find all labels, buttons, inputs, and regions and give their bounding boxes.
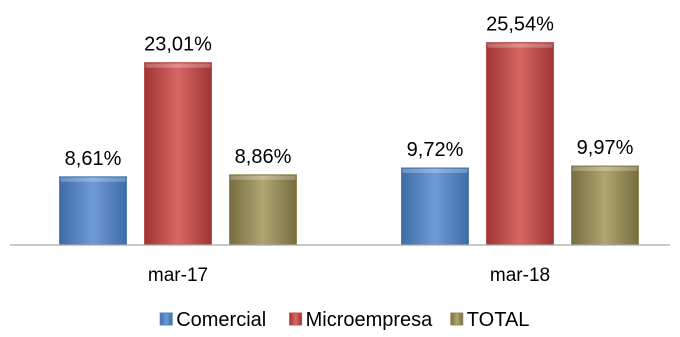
legend-item-microempresa: Microempresa	[289, 309, 434, 331]
labels-layer: 8,61% 23,01% 8,86% mar-17 9,72% 25,54% 9,97% ma…	[65, 14, 634, 286]
bar-highlight	[402, 168, 468, 173]
legend-label-total: TOTAL	[467, 309, 530, 331]
data-label-microempresa-mar-18: 25,54%	[486, 14, 554, 36]
bar-microempresa-mar-17	[144, 62, 212, 246]
bar-microempresa-mar-18	[486, 42, 554, 246]
bar-highlight	[230, 175, 296, 180]
legend: Comercial Microempresa TOTAL	[159, 309, 530, 331]
legend-swatch-comercial	[159, 312, 173, 326]
legend-swatch-microempresa	[289, 312, 303, 326]
bar-highlight	[487, 43, 553, 48]
bar-comercial-mar-18	[401, 167, 469, 246]
legend-label-comercial: Comercial	[176, 309, 266, 331]
data-label-comercial-mar-17: 8,61%	[65, 148, 122, 170]
category-label-mar-17: mar-17	[148, 265, 208, 286]
data-label-microempresa-mar-17: 23,01%	[144, 34, 212, 56]
bars-layer	[59, 42, 639, 246]
bar-comercial-mar-17	[59, 176, 127, 246]
legend-item-comercial: Comercial	[159, 309, 266, 331]
legend-label-microempresa: Microempresa	[306, 309, 434, 331]
bar-highlight	[572, 166, 638, 171]
data-label-total-mar-17: 8,86%	[235, 146, 292, 168]
legend-swatch-total	[450, 312, 464, 326]
bar-highlight	[145, 63, 211, 68]
bar-total-mar-18	[571, 165, 639, 246]
legend-item-total: TOTAL	[450, 309, 530, 331]
bar-highlight	[60, 177, 126, 182]
category-label-mar-18: mar-18	[490, 265, 550, 286]
bar-total-mar-17	[229, 174, 297, 246]
data-label-total-mar-18: 9,97%	[577, 137, 634, 159]
data-label-comercial-mar-18: 9,72%	[407, 139, 464, 161]
